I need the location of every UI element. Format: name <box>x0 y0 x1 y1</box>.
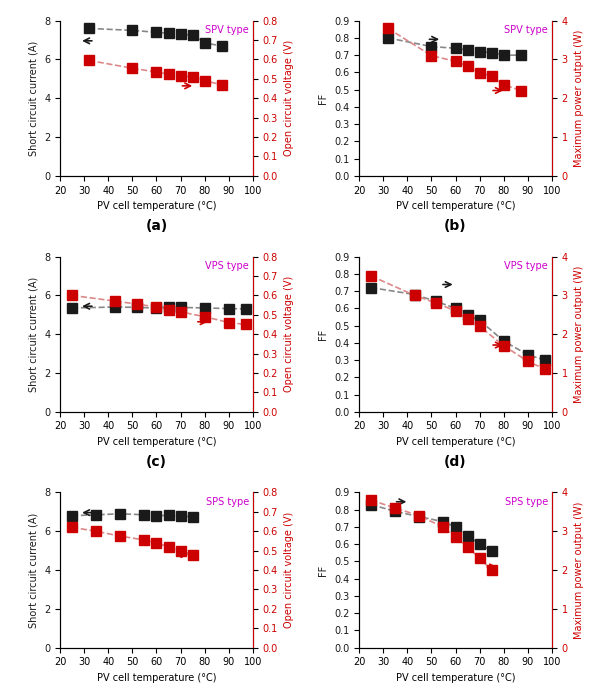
Y-axis label: Maximum power output (W): Maximum power output (W) <box>574 30 584 167</box>
Text: (c): (c) <box>146 455 167 469</box>
Text: VPS type: VPS type <box>505 261 548 271</box>
X-axis label: PV cell temperature (°C): PV cell temperature (°C) <box>396 673 515 683</box>
Y-axis label: Short circuit current (A): Short circuit current (A) <box>28 276 38 392</box>
Y-axis label: Open circuit voltage (V): Open circuit voltage (V) <box>284 512 293 628</box>
X-axis label: PV cell temperature (°C): PV cell temperature (°C) <box>97 673 216 683</box>
Text: (b): (b) <box>444 219 467 234</box>
Y-axis label: Short circuit current (A): Short circuit current (A) <box>28 41 38 156</box>
Text: VPS type: VPS type <box>205 261 249 271</box>
Text: SPS type: SPS type <box>505 497 548 507</box>
X-axis label: PV cell temperature (°C): PV cell temperature (°C) <box>97 201 216 211</box>
X-axis label: PV cell temperature (°C): PV cell temperature (°C) <box>97 437 216 447</box>
Text: SPS type: SPS type <box>206 497 249 507</box>
Y-axis label: Short circuit current (A): Short circuit current (A) <box>28 513 38 628</box>
Y-axis label: Open circuit voltage (V): Open circuit voltage (V) <box>284 40 293 156</box>
Text: (d): (d) <box>444 455 467 469</box>
Y-axis label: Open circuit voltage (V): Open circuit voltage (V) <box>284 276 293 392</box>
Text: (a): (a) <box>145 219 167 234</box>
Y-axis label: FF: FF <box>319 564 328 576</box>
Y-axis label: FF: FF <box>319 329 328 340</box>
Y-axis label: Maximum power output (W): Maximum power output (W) <box>574 265 584 403</box>
X-axis label: PV cell temperature (°C): PV cell temperature (°C) <box>396 201 515 211</box>
Y-axis label: Maximum power output (W): Maximum power output (W) <box>574 502 584 639</box>
Text: SPV type: SPV type <box>205 25 249 35</box>
X-axis label: PV cell temperature (°C): PV cell temperature (°C) <box>396 437 515 447</box>
Y-axis label: FF: FF <box>319 92 328 104</box>
Text: SPV type: SPV type <box>505 25 548 35</box>
